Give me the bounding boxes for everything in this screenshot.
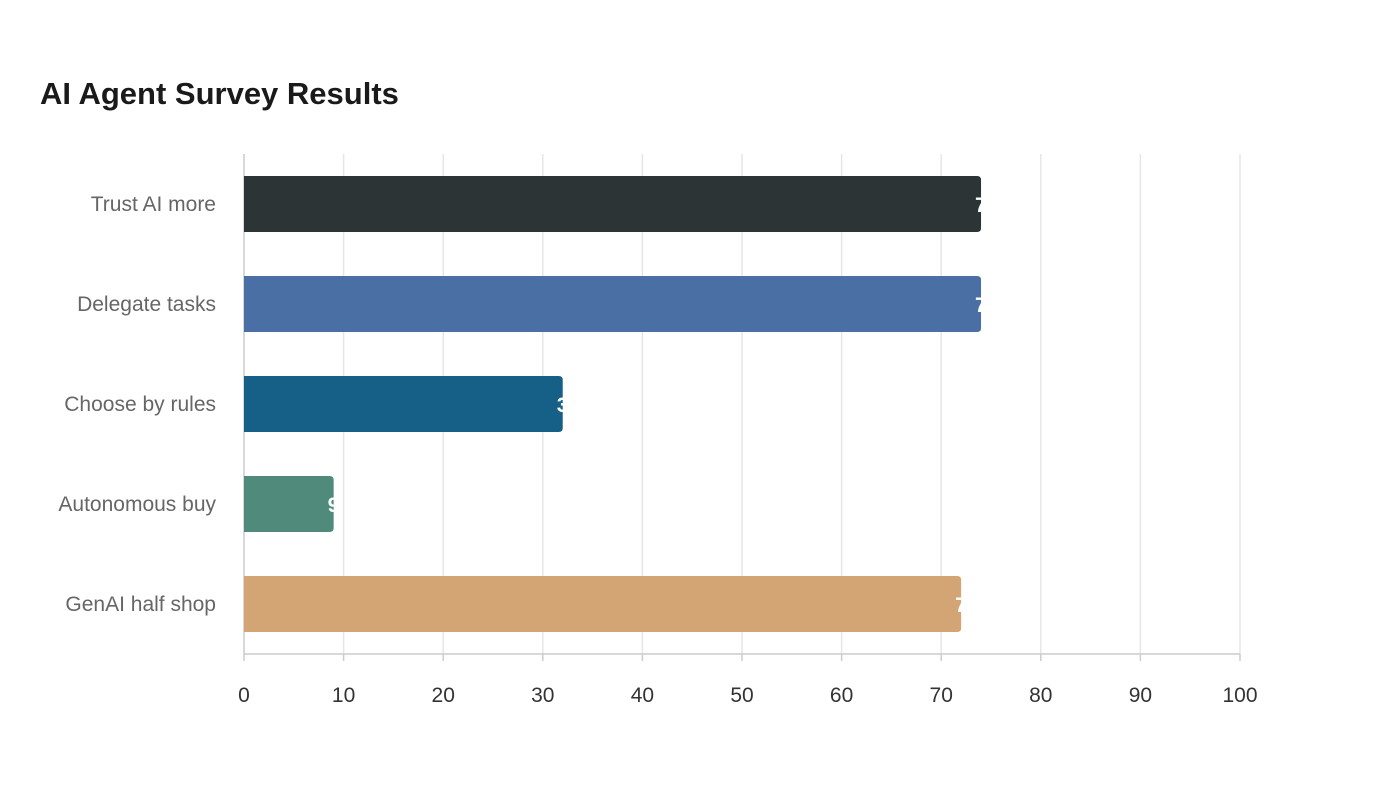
x-tick-label: 40 [631,684,654,707]
category-label: Trust AI more [91,193,216,216]
x-tick-label: 100 [1222,684,1257,707]
x-tick-label: 10 [332,684,355,707]
labels: 0 10 20 30 40 50 60 70 80 90 100 Trust AI more 74 Del… [58,193,1257,707]
x-tick-label: 50 [730,684,753,707]
category-label: Choose by rules [64,393,216,416]
category-label: Autonomous buy [58,493,216,516]
bars [244,176,982,632]
data-label: 72 [955,594,978,617]
chart-title: AI Agent Survey Results [40,76,399,111]
x-tick-label: 90 [1129,684,1152,707]
bar [244,476,334,532]
data-label: 74 [975,194,999,217]
data-label: 74 [975,294,999,317]
bar [244,176,982,232]
x-tick-label: 80 [1029,684,1052,707]
data-label: 9 [328,494,340,517]
x-tick-label: 70 [930,684,953,707]
bar [244,276,982,332]
category-label: GenAI half shop [65,593,216,616]
x-tick-label: 60 [830,684,853,707]
bar [244,576,962,632]
bar [244,376,563,432]
x-tick-label: 20 [432,684,455,707]
data-label: 32 [557,394,580,417]
x-tick-label: 30 [531,684,554,707]
x-tick-label: 0 [238,684,250,707]
category-label: Delegate tasks [77,293,216,316]
